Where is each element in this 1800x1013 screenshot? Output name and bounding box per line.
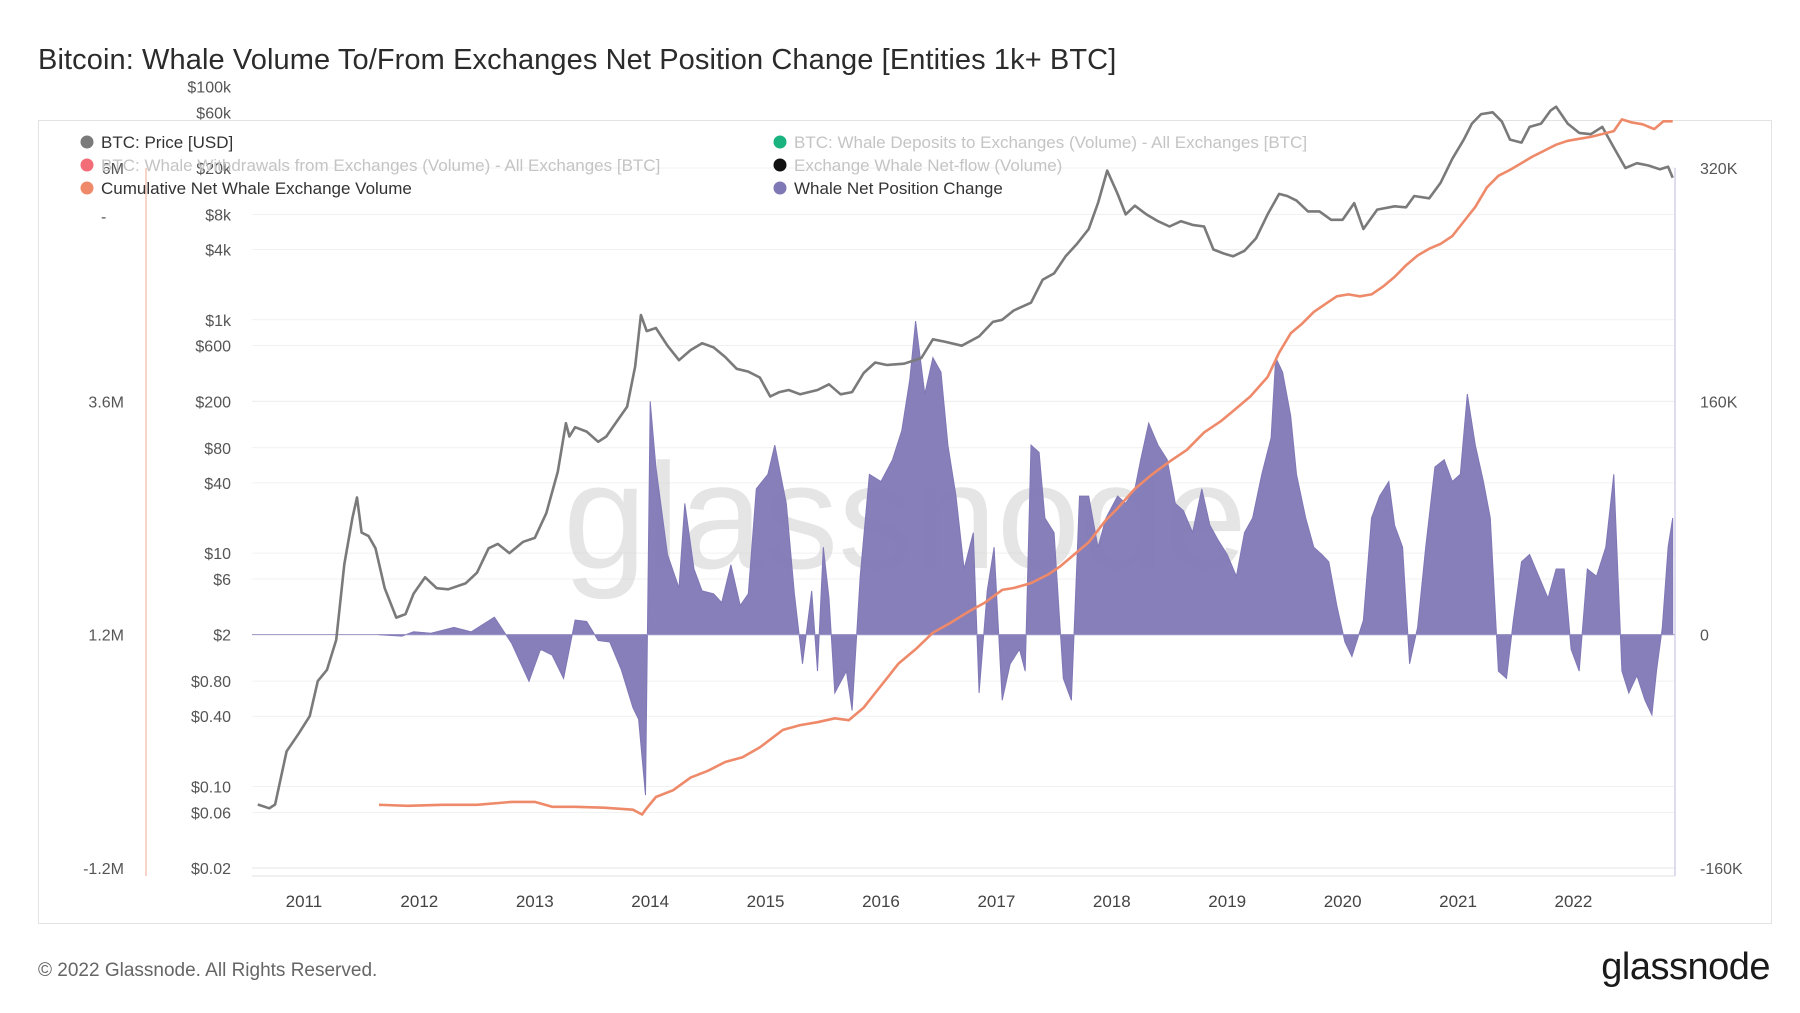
chart-title: Bitcoin: Whale Volume To/From Exchanges … bbox=[38, 44, 1117, 76]
x-tick-label: 2017 bbox=[977, 892, 1015, 911]
brand-logo: glassnode bbox=[1601, 946, 1770, 988]
right-tick-label: 0 bbox=[1700, 628, 1709, 645]
right-tick-label: -160K bbox=[1700, 861, 1743, 878]
series-btc-price bbox=[257, 105, 1674, 810]
price-tick-label: $100k bbox=[187, 79, 232, 96]
right-tick-label: 320K bbox=[1700, 161, 1738, 178]
x-tick-label: 2014 bbox=[631, 892, 669, 911]
price-tick-label: $0.40 bbox=[191, 709, 231, 726]
legend-swatch bbox=[80, 135, 94, 149]
price-tick-label: $20k bbox=[196, 161, 232, 178]
price-tick-label: $6 bbox=[213, 572, 231, 589]
price-tick-label: $8k bbox=[205, 207, 232, 224]
x-tick-label: 2022 bbox=[1555, 892, 1593, 911]
price-tick-label: $40 bbox=[204, 476, 231, 493]
copyright: © 2022 Glassnode. All Rights Reserved. bbox=[38, 960, 378, 981]
legend-item[interactable]: Cumulative Net Whale Exchange Volume bbox=[80, 179, 412, 198]
left-outer-tick-label: 6M bbox=[102, 161, 124, 178]
legend-item[interactable]: BTC: Price [USD] bbox=[80, 133, 234, 152]
series-net-position-change bbox=[377, 321, 1674, 796]
price-tick-label: $60k bbox=[196, 105, 232, 122]
legend-swatch bbox=[80, 158, 94, 172]
price-tick-label: $0.06 bbox=[191, 805, 231, 822]
legend-label: Exchange Whale Net-flow (Volume) bbox=[794, 156, 1062, 175]
price-tick-label: $1k bbox=[205, 313, 232, 330]
x-tick-label: 2012 bbox=[400, 892, 438, 911]
legend-swatch bbox=[80, 181, 94, 195]
legend-item[interactable]: Whale Net Position Change bbox=[773, 179, 1003, 198]
legend-item[interactable]: BTC: Whale Deposits to Exchanges (Volume… bbox=[773, 133, 1308, 152]
price-tick-label: $0.80 bbox=[191, 674, 231, 691]
chart-panel bbox=[38, 120, 1772, 924]
price-tick-label: $80 bbox=[204, 441, 231, 458]
legend-label: BTC: Whale Withdrawals from Exchanges (V… bbox=[101, 156, 660, 175]
price-tick-label: $4k bbox=[205, 243, 232, 260]
price-tick-label: $0.02 bbox=[191, 861, 231, 878]
legend-label: Whale Net Position Change bbox=[794, 179, 1003, 198]
price-tick-label: $0.10 bbox=[191, 779, 231, 796]
legend-swatch bbox=[773, 181, 787, 195]
x-tick-label: 2015 bbox=[747, 892, 785, 911]
price-tick-label: $600 bbox=[195, 339, 231, 356]
price-tick-label: $10 bbox=[204, 546, 231, 563]
left-outer-tick-label: 3.6M bbox=[88, 394, 124, 411]
x-tick-label: 2020 bbox=[1324, 892, 1362, 911]
legend-label: BTC: Whale Deposits to Exchanges (Volume… bbox=[794, 133, 1307, 152]
x-tick-label: 2021 bbox=[1439, 892, 1477, 911]
legend-label: Cumulative Net Whale Exchange Volume bbox=[101, 179, 412, 198]
legend-swatch bbox=[773, 135, 787, 149]
x-tick-label: 2018 bbox=[1093, 892, 1131, 911]
legend-label: BTC: Price [USD] bbox=[101, 133, 233, 152]
x-tick-label: 2011 bbox=[286, 892, 323, 911]
legend-swatch bbox=[773, 158, 787, 172]
right-tick-label: 160K bbox=[1700, 394, 1738, 411]
x-tick-label: 2019 bbox=[1208, 892, 1246, 911]
x-tick-label: 2013 bbox=[516, 892, 554, 911]
x-tick-label: 2016 bbox=[862, 892, 900, 911]
series-cumulative-net-whale-volume bbox=[378, 118, 1673, 816]
legend-item[interactable]: BTC: Whale Withdrawals from Exchanges (V… bbox=[80, 156, 661, 175]
legend-item[interactable]: Exchange Whale Net-flow (Volume) bbox=[773, 156, 1063, 175]
left-outer-extra-label: - bbox=[101, 209, 106, 226]
price-tick-label: $200 bbox=[195, 394, 231, 411]
left-outer-tick-label: -1.2M bbox=[83, 861, 124, 878]
price-tick-label: $2 bbox=[213, 628, 231, 645]
left-outer-tick-label: 1.2M bbox=[88, 628, 124, 645]
